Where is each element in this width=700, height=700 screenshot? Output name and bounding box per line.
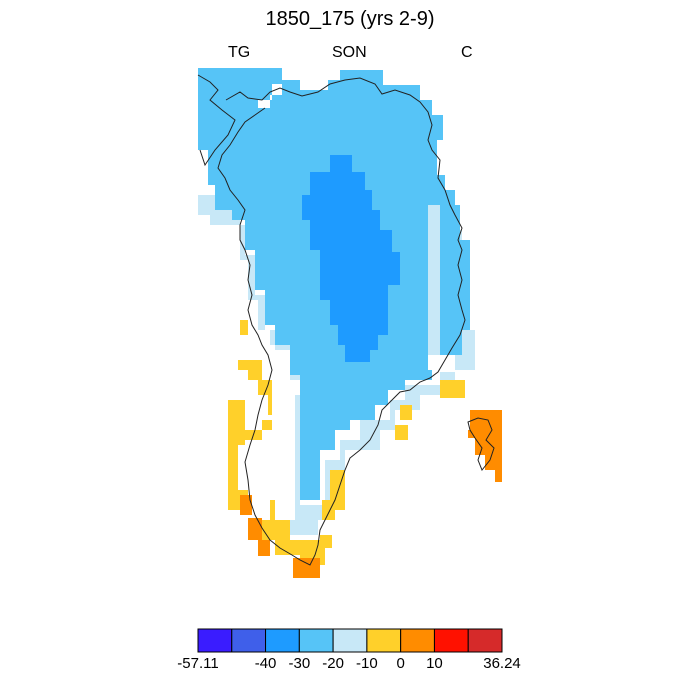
colorbar-swatch xyxy=(332,628,368,653)
region-10-to-20 xyxy=(198,185,475,535)
units-label: C xyxy=(461,44,473,61)
colorbar-swatch xyxy=(265,628,300,653)
colorbar-label: -40 xyxy=(254,655,277,672)
colorbar-label: -10 xyxy=(356,655,378,672)
colorbar-label: 36.24 xyxy=(483,655,521,672)
colorbar-swatch xyxy=(231,628,267,653)
colorbar-label: -30 xyxy=(288,655,311,672)
colorbar-swatch xyxy=(467,628,503,653)
colorbar-label: -57.11 xyxy=(177,655,219,672)
colorbar-swatch xyxy=(433,628,469,653)
colorbar-swatch xyxy=(400,628,435,653)
season-label: SON xyxy=(332,44,367,61)
map-title: 1850_175 (yrs 2-9) xyxy=(265,8,435,30)
colorbar-swatch xyxy=(197,628,233,653)
colorbar-label: 0 xyxy=(396,655,405,672)
region-30-to-40 xyxy=(302,155,400,362)
colorbar-label: 10 xyxy=(426,655,443,672)
colorbar-swatch xyxy=(366,628,402,653)
variable-label: TG xyxy=(228,44,251,61)
region-10-to-20-positive xyxy=(240,410,502,578)
colorbar-swatch xyxy=(298,628,334,653)
colorbar-label: -20 xyxy=(322,655,344,672)
coastline-outline xyxy=(197,74,495,566)
